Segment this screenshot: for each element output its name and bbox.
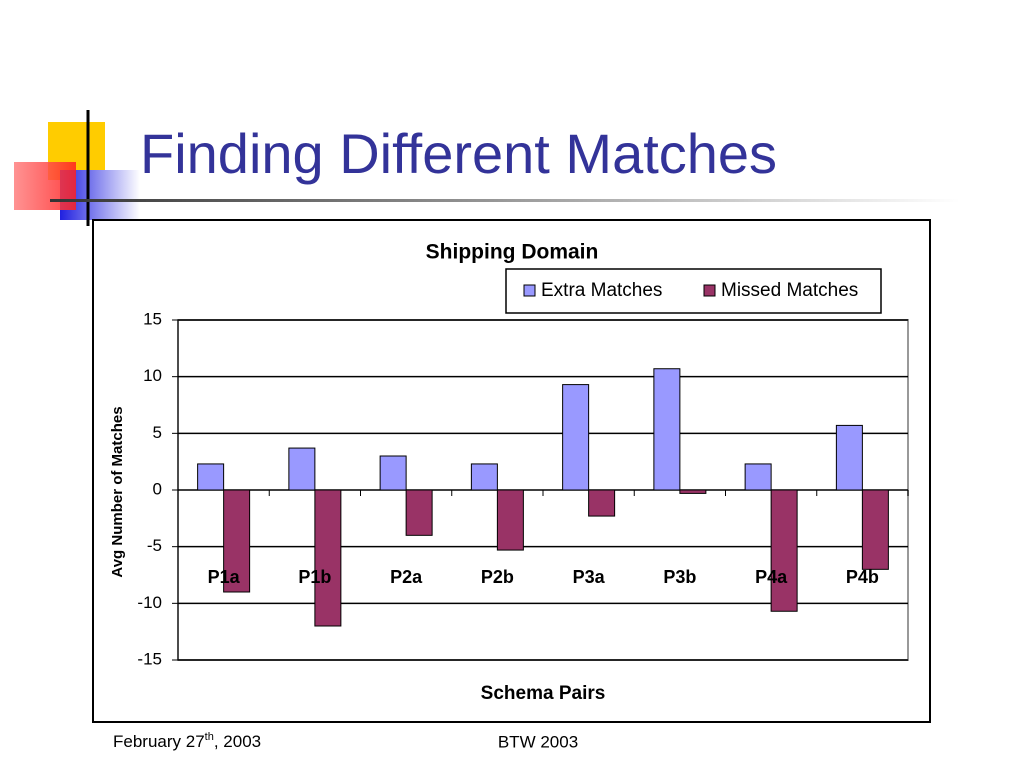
deco-red — [14, 162, 76, 210]
y-tick-label: 0 — [153, 479, 162, 498]
footer-venue: BTW 2003 — [498, 732, 578, 751]
bar — [470, 463, 498, 491]
x-tick-label: P1b — [298, 567, 331, 587]
x-tick-label: P3b — [663, 567, 696, 587]
y-tick-label: 15 — [143, 309, 162, 328]
x-tick-label: P3a — [573, 567, 606, 587]
bar — [288, 447, 316, 491]
legend-label: Extra Matches — [541, 280, 662, 301]
deco-hline — [50, 199, 960, 202]
bar — [223, 489, 251, 593]
bar — [314, 489, 342, 627]
footer-date: February 27th, 2003 — [113, 731, 261, 752]
x-tick-label: P4a — [755, 567, 788, 587]
bar — [861, 489, 889, 570]
bar — [835, 424, 863, 491]
chart-title: Shipping Domain — [426, 241, 599, 264]
x-tick-label: P2a — [390, 567, 423, 587]
y-tick-label: -10 — [137, 593, 162, 612]
legend — [505, 268, 882, 314]
bar — [770, 489, 798, 612]
bar — [588, 489, 616, 517]
legend-swatch — [523, 284, 536, 297]
bar — [379, 455, 407, 491]
bar — [653, 368, 681, 491]
x-axis-title: Schema Pairs — [481, 683, 606, 704]
x-tick-label: P4b — [846, 567, 879, 587]
x-tick-label: P2b — [481, 567, 514, 587]
bar — [405, 489, 433, 536]
bar — [197, 463, 225, 491]
y-axis-title: Avg Number of Matches — [109, 406, 126, 577]
slide-title: Finding Different Matches — [140, 122, 777, 185]
y-tick-label: -5 — [147, 536, 162, 555]
y-tick-label: 5 — [153, 423, 162, 442]
bar — [562, 384, 590, 491]
footer-date-main: February 27 — [113, 732, 205, 751]
bar — [496, 489, 524, 551]
legend-swatch — [703, 284, 716, 297]
legend-label: Missed Matches — [721, 280, 858, 301]
x-tick-label: P1a — [208, 567, 241, 587]
bar — [679, 489, 707, 494]
footer-date-rest: , 2003 — [214, 732, 261, 751]
footer-date-sup: th — [205, 731, 214, 743]
y-tick-label: -15 — [137, 649, 162, 668]
y-tick-label: 10 — [143, 366, 162, 385]
bar — [744, 463, 772, 491]
